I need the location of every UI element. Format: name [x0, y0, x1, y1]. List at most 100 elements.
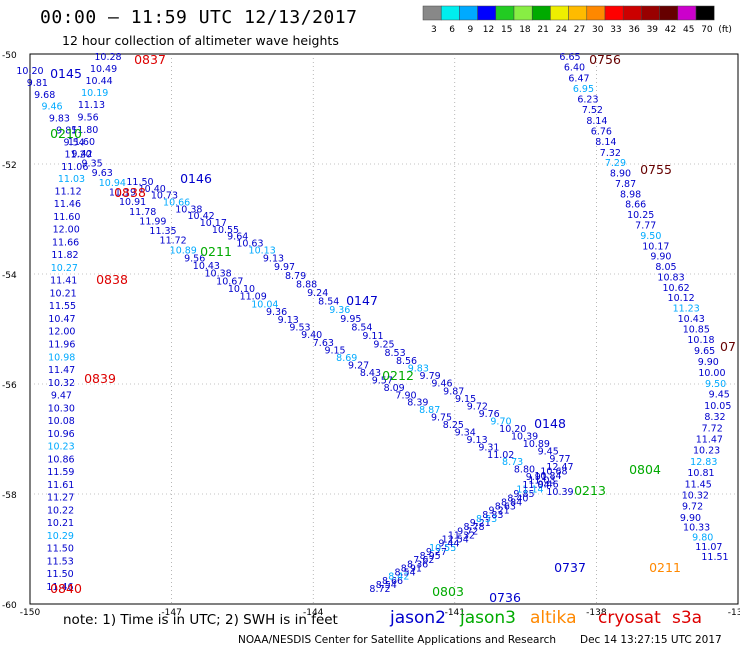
wave-height-label: 9.63	[92, 168, 113, 179]
wave-height-label: 8.42	[388, 572, 409, 583]
wave-height-label: 9.97	[274, 262, 295, 273]
wave-height-label: 10.67	[216, 276, 243, 287]
wave-height-label: 8.05	[655, 262, 676, 273]
wave-height-label: 11.35	[149, 226, 176, 237]
legend-tick-label: 36	[628, 25, 640, 35]
wave-height-label: 6.47	[568, 73, 589, 84]
wave-height-label: 9.34	[455, 427, 476, 438]
wave-height-label: 7.32	[600, 148, 621, 159]
wave-height-label: 10.30	[48, 403, 75, 414]
legend-tick-label: 15	[501, 25, 512, 35]
wave-height-label: 10.18	[687, 335, 714, 346]
pass-time-label: 0736	[489, 590, 521, 605]
wave-height-label: 11.04	[522, 480, 549, 491]
wave-height-label: 10.49	[90, 64, 117, 75]
wave-height-label: 8.53	[476, 514, 497, 525]
wave-height-label: 9.85	[513, 489, 534, 500]
wave-height-label: 10.20	[16, 66, 43, 77]
wave-height-label: 9.25	[373, 340, 394, 351]
wave-height-label: 10.10	[228, 284, 255, 295]
wave-height-label: 8.91	[401, 563, 422, 574]
wave-height-label: 10.73	[151, 191, 178, 202]
wave-height-label: 10.96	[48, 429, 75, 440]
wave-height-label: 10.42	[187, 211, 214, 222]
wave-height-label: 9.50	[640, 231, 661, 242]
wave-height-label: 11.61	[47, 480, 74, 491]
wave-height-label: 7.63	[313, 338, 334, 349]
satellite-jason3-label: jason3	[460, 608, 516, 628]
wave-height-label: 8.80	[514, 465, 535, 476]
wave-height-label: 11.23	[673, 304, 700, 315]
wave-height-label: 8.54	[394, 568, 415, 579]
wave-height-label: 12.47	[546, 462, 573, 473]
wave-height-label: 7.52	[582, 105, 603, 116]
wave-height-label: 11.45	[685, 479, 712, 490]
legend-tick-label: 9	[467, 25, 473, 35]
legend-tick-label: 30	[592, 25, 604, 35]
wave-height-label: 12.00	[53, 225, 80, 236]
wave-height-label: 10.28	[94, 52, 121, 63]
wave-height-label: 8.66	[382, 576, 403, 587]
wave-height-label: 10.89	[523, 439, 550, 450]
wave-height-label: 10.08	[48, 416, 75, 427]
wave-height-label: 10.85	[683, 324, 710, 335]
wave-height-label: 11.55	[49, 301, 76, 312]
color-scale-legend: 3 6 9 12 15 18 21 24 27 30 33 36 39 42 45 70 (ft)	[422, 5, 732, 35]
wave-height-label: 11.60	[68, 137, 95, 148]
wave-height-label: 10.86	[47, 454, 74, 465]
legend-tick-label: 70	[701, 25, 713, 35]
wave-height-label: 9.75	[431, 413, 452, 424]
legend-swatch	[695, 5, 715, 21]
wave-height-label: 7.29	[605, 158, 626, 169]
wave-height-label: 6.76	[591, 127, 612, 138]
wave-height-label: 10.19	[81, 88, 108, 99]
wave-height-label: 10.17	[642, 241, 669, 252]
wave-height-label: 8.78	[463, 522, 484, 533]
wave-height-label: 6.65	[559, 52, 580, 63]
wave-height-label: 10.27	[51, 263, 78, 274]
wave-height-label: 6.23	[577, 95, 598, 106]
wave-height-label: 9.21	[489, 506, 510, 517]
wave-height-label: 9.56	[184, 253, 205, 264]
lat-tick-label: -54	[2, 271, 17, 281]
wave-height-label: 11.14	[516, 485, 543, 496]
wave-height-label: 10.32	[682, 491, 709, 502]
wave-height-label: 9.83	[408, 364, 429, 375]
wave-height-label: 10.98	[48, 352, 75, 363]
wave-height-label: 8.56	[396, 356, 417, 367]
wave-height-label: 11.03	[58, 174, 85, 185]
wave-height-label: 10.84	[534, 471, 561, 482]
wave-height-label: 9.80	[692, 532, 713, 543]
wave-height-label: 9.70	[490, 416, 511, 427]
footer-timestamp: Dec 14 13:27:15 UTC 2017	[580, 634, 722, 646]
wave-height-label: 11.46	[46, 582, 73, 593]
wave-height-label: 8.83	[482, 510, 503, 521]
wave-height-label: 11.72	[160, 236, 187, 247]
wave-height-label: 11.41	[50, 276, 77, 287]
wave-height-label: 8.72	[369, 584, 390, 595]
wave-height-label: 9.81	[27, 78, 48, 89]
wave-height-label: 11.60	[53, 212, 80, 223]
chart-subtitle: 12 hour collection of altimeter wave hei…	[62, 33, 339, 48]
pass-time-label: 0839	[84, 371, 116, 386]
satellite-jason2-label: jason2	[390, 608, 446, 628]
wave-height-label: 8.36	[407, 559, 428, 570]
wave-height-label: 8.40	[507, 493, 528, 504]
wave-height-label: 9.72	[457, 526, 478, 537]
wave-height-label: 12.83	[690, 457, 717, 468]
wave-height-label: 10.05	[704, 401, 731, 412]
wave-height-label: 8.54	[351, 322, 372, 333]
wave-height-label: 11.47	[48, 365, 75, 376]
wave-height-label: 11.27	[47, 493, 74, 504]
pass-time-label: 0755	[640, 162, 672, 177]
wave-height-label: 10.62	[662, 283, 689, 294]
footer-note: note: 1) Time is in UTC; 2) SWH is in fe…	[63, 612, 338, 628]
chart-title: 00:00 – 11:59 UTC 12/13/2017	[40, 7, 358, 28]
wave-height-label: 8.87	[419, 405, 440, 416]
wave-height-label: 10.04	[251, 299, 278, 310]
pass-time-label: 0804	[629, 462, 661, 477]
wave-height-label: 10.89	[170, 245, 197, 256]
wave-height-label: 11.13	[78, 100, 105, 111]
wave-height-label: 7.90	[395, 390, 416, 401]
wave-height-label: 10.12	[668, 293, 695, 304]
